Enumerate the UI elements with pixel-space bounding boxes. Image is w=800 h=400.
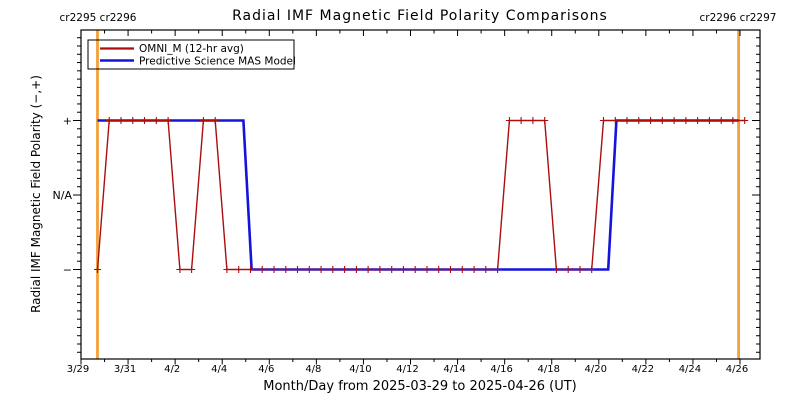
x-tick-label: 4/4 [211,364,227,375]
x-tick-label: 4/16 [490,364,512,375]
x-tick-label: 4/2 [164,364,180,375]
omni-plus-markers [94,117,749,273]
x-tick-label: 4/26 [726,364,748,375]
axes-layer: 3/29 3/31 4/2 4/4 4/6 4/8 4/10 4/12 4/14 4/16 4/18… [53,29,761,375]
cr-annotation-right: cr2296 cr2297 [700,12,777,24]
x-tick-label: 4/22 [632,364,654,375]
legend-label-mas: Predictive Science MAS Model [139,56,296,68]
cr-annotation-left: cr2295 cr2296 [60,12,137,24]
x-tick-label: 4/10 [349,364,371,375]
y-tick-label: N/A [53,189,73,202]
y-tick-label: + [63,114,72,127]
x-tick-label: 4/24 [679,364,701,375]
carrington-lines-layer [96,30,740,359]
chart-title: Radial IMF Magnetic Field Polarity Compa… [232,8,608,24]
legend-box [87,39,295,70]
x-axis-title: Month/Day from 2025-03-29 to 2025-04-26 … [263,379,576,394]
x-tick-label: 3/31 [114,364,136,375]
x-tick-label: 4/14 [443,364,465,375]
series-layer [94,117,749,273]
legend: OMNI_M (12-hr avg) Predictive Science MA… [87,39,296,70]
omni-series-line [96,119,745,271]
y-tick-label: − [63,263,72,276]
legend-label-omni: OMNI_M (12-hr avg) [139,43,244,55]
x-tick-label: 3/29 [67,364,89,375]
plot-border [80,29,761,360]
x-tick-label: 4/18 [537,364,559,375]
x-tick-label: 4/8 [305,364,321,375]
x-tick-label: 4/12 [396,364,418,375]
x-tick-label: 4/6 [258,364,274,375]
y-axis-title: Radial IMF Magnetic Field Polarity (−,+) [29,75,43,313]
x-tick-label: 4/20 [585,364,607,375]
